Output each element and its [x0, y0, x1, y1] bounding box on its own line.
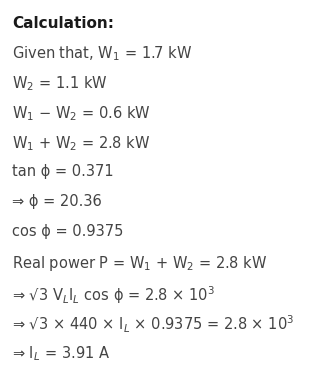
Text: W$_{2}$ = 1.1 kW: W$_{2}$ = 1.1 kW — [12, 74, 108, 93]
Text: Real power P = W$_{1}$ + W$_{2}$ = 2.8 kW: Real power P = W$_{1}$ + W$_{2}$ = 2.8 k… — [12, 254, 267, 273]
Text: W$_{1}$ + W$_{2}$ = 2.8 kW: W$_{1}$ + W$_{2}$ = 2.8 kW — [12, 134, 150, 153]
Text: W$_{1}$ − W$_{2}$ = 0.6 kW: W$_{1}$ − W$_{2}$ = 0.6 kW — [12, 104, 151, 123]
Text: cos ϕ = 0.9375: cos ϕ = 0.9375 — [12, 224, 124, 239]
Text: ⇒ √3 × 440 × I$_{L}$ × 0.9375 = 2.8 × 10$^{3}$: ⇒ √3 × 440 × I$_{L}$ × 0.9375 = 2.8 × 10… — [12, 314, 294, 336]
Text: ⇒ I$_{L}$ = 3.91 A: ⇒ I$_{L}$ = 3.91 A — [12, 344, 110, 363]
Text: tan ϕ = 0.371: tan ϕ = 0.371 — [12, 164, 114, 179]
Text: ⇒ √3 V$_{L}$I$_{L}$ cos ϕ = 2.8 × 10$^{3}$: ⇒ √3 V$_{L}$I$_{L}$ cos ϕ = 2.8 × 10$^{3… — [12, 284, 215, 306]
Text: Calculation:: Calculation: — [12, 16, 114, 31]
Text: Given that, W$_{1}$ = 1.7 kW: Given that, W$_{1}$ = 1.7 kW — [12, 44, 192, 63]
Text: ⇒ ϕ = 20.36: ⇒ ϕ = 20.36 — [12, 194, 102, 209]
